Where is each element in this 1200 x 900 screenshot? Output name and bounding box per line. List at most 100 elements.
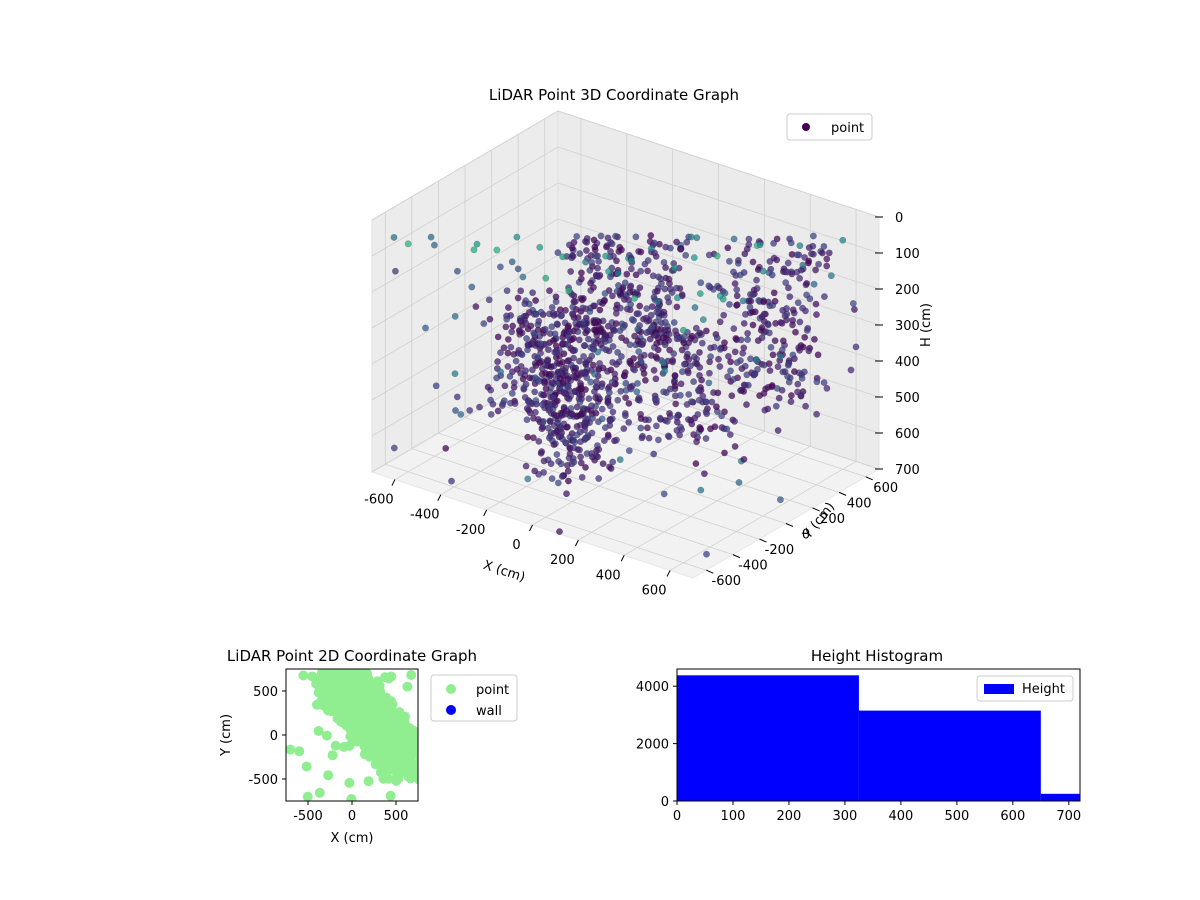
data-point-3d (579, 304, 587, 312)
data-point-3d (605, 389, 613, 396)
data-point-3d (582, 247, 590, 254)
data-point-3d (645, 434, 653, 442)
data-point-3d (468, 283, 476, 291)
data-point-3d (660, 359, 667, 367)
data-point-3d (797, 391, 805, 399)
data-point-3d (547, 460, 555, 468)
data-point-3d (666, 346, 674, 354)
data-point-3d (767, 343, 775, 351)
data-point-2d (338, 741, 349, 752)
data-point-3d (609, 408, 617, 416)
data-point-3d (511, 400, 519, 408)
h-tick-label: 700 (895, 463, 920, 478)
data-point-3d (541, 325, 549, 333)
data-point-3d (508, 328, 516, 336)
data-point-3d (786, 235, 794, 243)
data-point-3d (647, 232, 655, 239)
data-point-3d (588, 258, 596, 266)
data-point-3d (540, 457, 548, 465)
data-point-3d (703, 550, 710, 558)
data-point-3d (646, 335, 654, 343)
data-point-2d (298, 670, 309, 681)
data-point-3d (553, 349, 561, 357)
data-point-3d (796, 242, 804, 250)
data-point-3d (789, 321, 796, 329)
data-point-3d (594, 336, 602, 344)
data-point-3d (661, 341, 669, 349)
data-point-3d (536, 340, 544, 347)
legend-3d-box (786, 113, 873, 141)
data-point-3d (640, 370, 648, 378)
data-point-3d (528, 366, 536, 374)
data-point-3d (504, 335, 512, 343)
data-point-3d (487, 410, 495, 418)
data-point-3d (591, 243, 599, 251)
data-point-3d (599, 299, 607, 307)
data-point-3d (768, 382, 776, 389)
data-point-3d (745, 297, 753, 305)
data-point-3d (685, 355, 693, 363)
data-point-3d (538, 448, 546, 456)
data-point-3d (583, 234, 591, 242)
data-point-3d (642, 314, 650, 322)
data-point-3d (582, 329, 590, 337)
data-point-3d (520, 384, 528, 392)
data-point-2d (336, 657, 346, 667)
data-point-3d (655, 273, 662, 281)
data-point-3d (565, 356, 573, 364)
x-tick (437, 494, 442, 501)
data-point-3d (702, 327, 710, 335)
data-point-3d (764, 405, 772, 413)
data-point-3d (565, 395, 573, 403)
data-point-3d (783, 268, 791, 276)
data-point-2d (346, 794, 357, 801)
data-point-3d (776, 496, 784, 504)
data-point-2d (317, 658, 327, 668)
data-point-3d (549, 309, 557, 317)
data-point-3d (595, 475, 603, 482)
data-point-3d (670, 319, 678, 326)
legend-2d-box (430, 674, 518, 722)
y-tick (838, 491, 847, 496)
data-point-3d (609, 458, 617, 466)
data-point-3d (518, 351, 526, 359)
data-point-3d (679, 326, 687, 334)
data-point-2d (307, 671, 318, 682)
data-point-3d (591, 302, 599, 310)
data-point-3d (523, 335, 531, 342)
data-point-3d (699, 316, 707, 324)
data-point-2d (387, 712, 398, 723)
data-point-2d (346, 655, 356, 665)
data-point-3d (558, 429, 566, 437)
data-point-3d (754, 337, 762, 345)
histogram-title: Height Histogram (810, 647, 944, 665)
data-point-3d (741, 250, 749, 258)
data-point-3d (430, 241, 438, 249)
histogram-bar (858, 710, 1041, 801)
data-point-3d (727, 367, 734, 375)
data-point-3d (723, 425, 731, 433)
data-point-3d (712, 403, 720, 411)
data-point-3d (523, 405, 531, 412)
data-point-3d (605, 268, 613, 275)
data-point-3d (573, 323, 580, 331)
data-point-3d (614, 396, 622, 404)
data-point-3d (564, 341, 572, 349)
data-point-3d (569, 347, 577, 355)
data-point-2d (327, 750, 338, 761)
data-point-3d (598, 415, 606, 423)
data-point-3d (690, 378, 698, 386)
x-tick (483, 509, 488, 517)
data-point-3d (719, 295, 727, 303)
data-point-3d (718, 412, 726, 420)
data-point-3d (760, 298, 768, 306)
data-point-3d (705, 251, 713, 259)
data-point-3d (592, 271, 600, 279)
data-point-3d (501, 382, 509, 390)
data-point-3d (565, 322, 572, 330)
data-point-3d (569, 252, 577, 260)
data-point-2d (323, 770, 334, 781)
data-point-3d (531, 374, 539, 382)
data-point-3d (509, 322, 517, 330)
data-point-3d (665, 336, 673, 344)
